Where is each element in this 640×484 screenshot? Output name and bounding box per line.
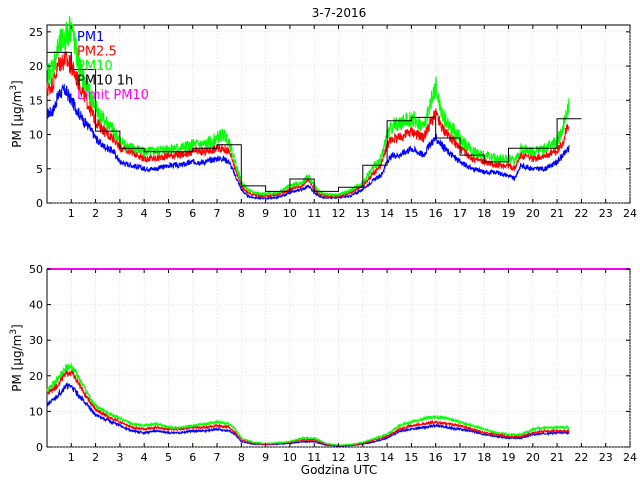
- bottom-series-pm2-5: [46, 369, 570, 447]
- top-xtick-label: 14: [380, 207, 394, 220]
- bottom-series-pm1: [46, 382, 570, 448]
- top-xtick-label: 19: [502, 207, 516, 220]
- bottom-plot-axes: 1 2 3 4 5 6 7 8 9 10 11 12 13 14 15 16 17 18 19 20 21 22 23 240…: [29, 263, 637, 464]
- bottom-series-pm10: [46, 362, 570, 447]
- top-series-pm10: [46, 15, 570, 199]
- bottom-xtick-label: 12: [332, 451, 346, 464]
- bottom-xtick-label: 21: [550, 451, 564, 464]
- bottom-ytick-label: 0: [36, 441, 43, 454]
- bottom-xtick-label: 17: [453, 451, 467, 464]
- top-xtick-label: 8: [238, 207, 245, 220]
- bottom-xtick-label: 3: [116, 451, 123, 464]
- bottom-ytick-label: 50: [29, 263, 43, 276]
- top-xtick-label: 5: [165, 207, 172, 220]
- legend-entry-pm10-1h: PM10 1h: [77, 74, 133, 89]
- top-ylabel-sup: 3: [9, 85, 19, 91]
- bottom-xtick-label: 10: [283, 451, 297, 464]
- top-xtick-label: 9: [262, 207, 269, 220]
- bottom-ytick-label: 20: [29, 370, 43, 383]
- chart-title: 3-7-2016: [312, 6, 366, 20]
- legend-entry-pm2-5: PM2.5: [77, 45, 117, 60]
- top-xtick-label: 10: [283, 207, 297, 220]
- top-xtick-label: 4: [141, 207, 148, 220]
- top-plot: 1 2 3 4 5 6 7 8 9 10 11 12 13 14 15 16 17 18 19 20 21 22 23 240…: [9, 15, 637, 220]
- top-series-pm1: [46, 83, 570, 201]
- bottom-plot: 1 2 3 4 5 6 7 8 9 10 11 12 13 14 15 16 17 18 19 20 21 22 23 240…: [9, 263, 637, 477]
- top-xtick-label: 3: [116, 207, 123, 220]
- top-xtick-label: 15: [404, 207, 418, 220]
- bottom-plot-frame: [46, 268, 631, 448]
- bottom-ytick-label: 30: [29, 334, 43, 347]
- bottom-xtick-label: 4: [141, 451, 148, 464]
- bottom-ytick-label: 40: [29, 299, 43, 312]
- top-xtick-label: 11: [307, 207, 321, 220]
- bottom-xtick-label: 18: [477, 451, 491, 464]
- top-xtick-label: 21: [550, 207, 564, 220]
- bottom-ytick-label: 10: [29, 405, 43, 418]
- top-xtick-label: 24: [623, 207, 637, 220]
- top-xtick-label: 18: [477, 207, 491, 220]
- bottom-xtick-label: 11: [307, 451, 321, 464]
- bottom-xtick-label: 6: [189, 451, 196, 464]
- bottom-plot-xlabel: Godzina UTC: [301, 463, 377, 477]
- top-plot-series: [46, 15, 582, 201]
- bottom-xtick-label: 24: [623, 451, 637, 464]
- bottom-xtick-label: 7: [214, 451, 221, 464]
- top-plot-ylabel: PM [µg/m3]: [9, 80, 24, 148]
- top-xtick-label: 12: [332, 207, 346, 220]
- top-ytick-label: 15: [29, 94, 43, 107]
- top-ytick-label: 10: [29, 129, 43, 142]
- top-xtick-label: 6: [189, 207, 196, 220]
- bottom-plot-ylabel: PM [µg/m3]: [9, 324, 24, 392]
- top-ytick-label: 20: [29, 60, 43, 73]
- bottom-xtick-label: 5: [165, 451, 172, 464]
- bottom-ylabel-tail: ]: [10, 324, 24, 329]
- bottom-xtick-label: 19: [502, 451, 516, 464]
- top-xtick-label: 16: [429, 207, 443, 220]
- bottom-ylabel-sup: 3: [9, 329, 19, 335]
- top-xtick-label: 2: [92, 207, 99, 220]
- bottom-xtick-label: 2: [92, 451, 99, 464]
- bottom-xtick-label: 8: [238, 451, 245, 464]
- top-ylabel-main: PM [µg/m: [10, 91, 24, 148]
- bottom-ylabel-main: PM [µg/m: [10, 335, 24, 392]
- top-plot-frame: [46, 24, 631, 204]
- bottom-xtick-label: 15: [404, 451, 418, 464]
- top-ytick-label: 25: [29, 26, 43, 39]
- top-xtick-label: 22: [574, 207, 588, 220]
- bottom-xtick-label: 14: [380, 451, 394, 464]
- top-ytick-label: 5: [36, 163, 43, 176]
- bottom-xtick-label: 22: [574, 451, 588, 464]
- legend-entry-limit-pm10: Limit PM10: [77, 88, 149, 103]
- top-series-pm10-1h: [47, 51, 582, 192]
- bottom-xtick-label: 13: [356, 451, 370, 464]
- top-xtick-label: 1: [68, 207, 75, 220]
- bottom-xtick-label: 20: [526, 451, 540, 464]
- bottom-xtick-label: 23: [599, 451, 613, 464]
- bottom-xtick-label: 16: [429, 451, 443, 464]
- top-xtick-label: 23: [599, 207, 613, 220]
- top-ylabel-tail: ]: [10, 80, 24, 85]
- legend-entry-pm1: PM1: [77, 30, 104, 45]
- bottom-xtick-label: 9: [262, 451, 269, 464]
- bottom-xtick-label: 1: [68, 451, 75, 464]
- top-xtick-label: 13: [356, 207, 370, 220]
- top-ytick-label: 0: [36, 197, 43, 210]
- legend-entry-pm10: PM10: [77, 59, 113, 74]
- top-plot-axes: 1 2 3 4 5 6 7 8 9 10 11 12 13 14 15 16 17 18 19 20 21 22 23 240…: [29, 25, 637, 220]
- top-xtick-label: 7: [214, 207, 221, 220]
- top-xtick-label: 17: [453, 207, 467, 220]
- top-xtick-label: 20: [526, 207, 540, 220]
